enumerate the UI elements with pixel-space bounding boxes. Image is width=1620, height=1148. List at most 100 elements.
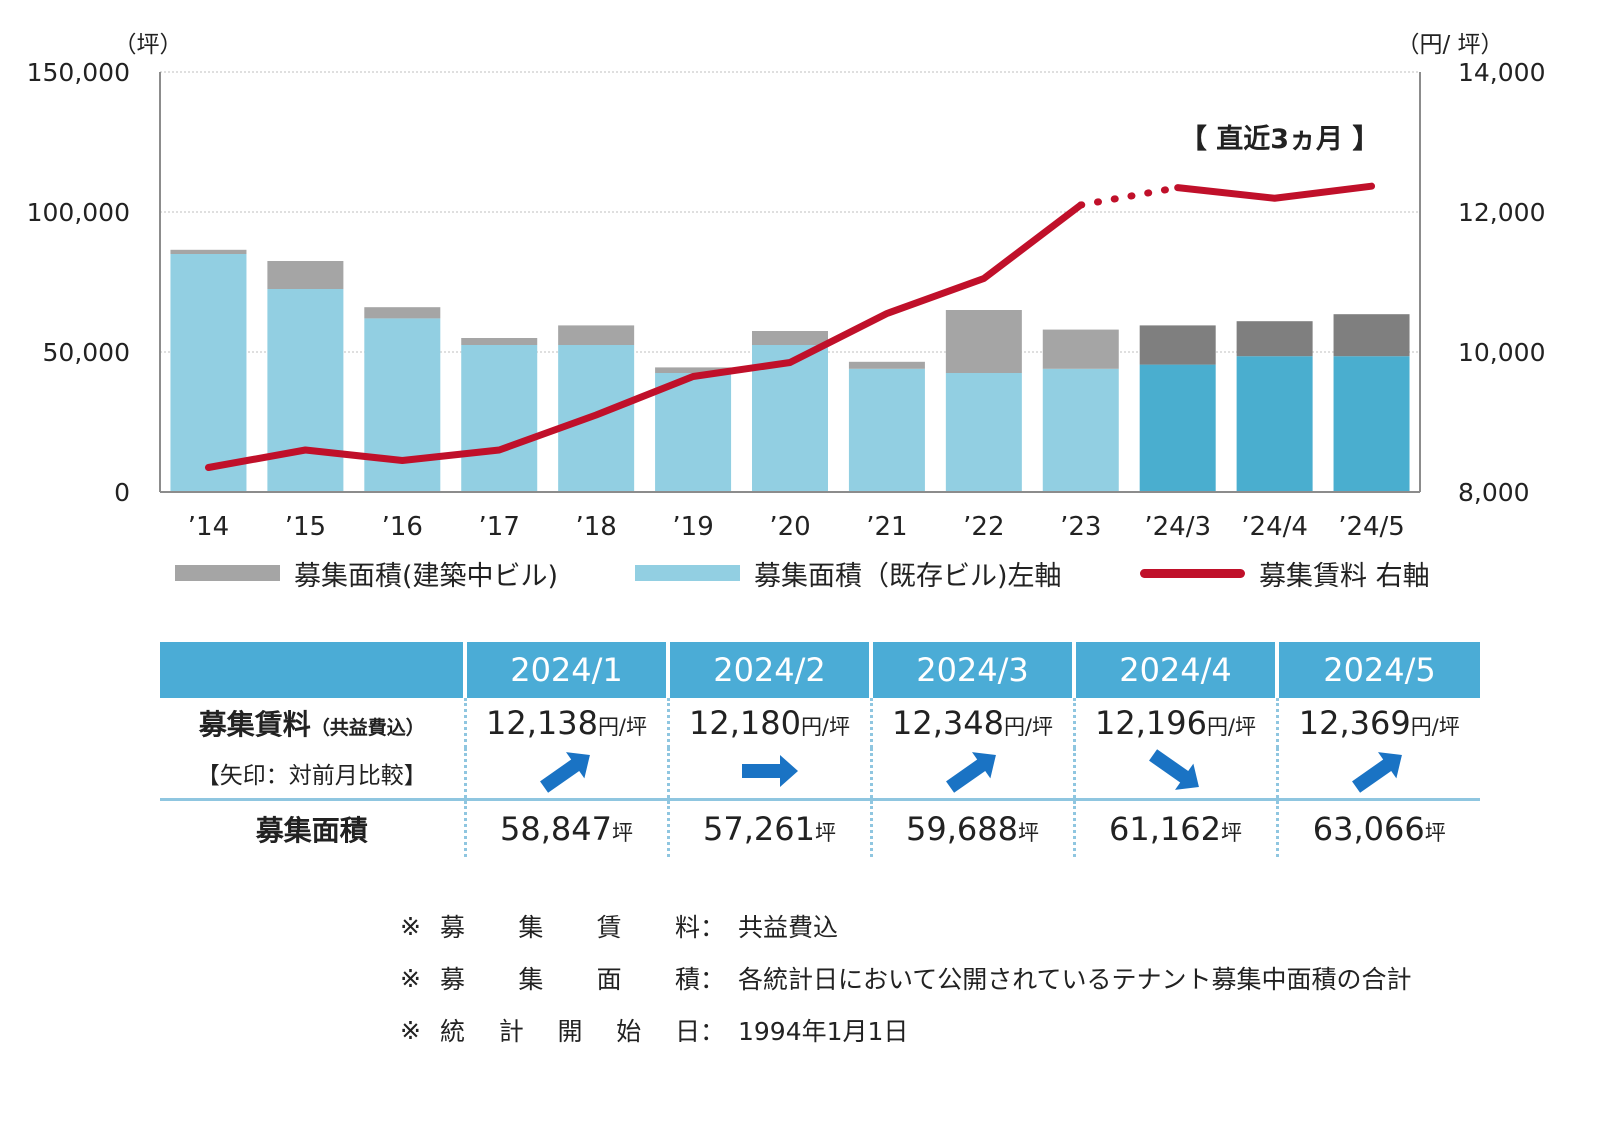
x-tick-label: ’18 (575, 512, 616, 542)
trend-arrow-icon (1352, 752, 1403, 793)
footnote: ※ 募集面積 ： 各統計日において公開されているテナント募集中面積の合計 (400, 952, 1412, 1004)
x-tick-label: ’24/3 (1144, 512, 1211, 542)
bar-existing (945, 373, 1022, 492)
bar-construction (752, 331, 828, 345)
arrow-shape (741, 755, 798, 787)
left-tick-label: 150,000 (27, 58, 130, 87)
bar-construction (655, 367, 732, 373)
left-axis-unit: （坪） (114, 32, 183, 58)
x-tick-label: ’19 (672, 512, 713, 542)
bar-existing (1333, 356, 1410, 492)
table-corner (160, 642, 465, 698)
rent-cell: 12,348円/坪 (869, 698, 1074, 748)
legend-item-existing: 募集面積（既存ビル)左軸 (635, 553, 1062, 593)
footnotes: ※ 募集賃料 ： 共益費込 ※ 募集面積 ： 各統計日において公開されているテナ… (400, 900, 1412, 1056)
arrow-head (1148, 749, 1199, 790)
month-header: 2024/5 (1275, 642, 1480, 698)
bar-existing (1139, 364, 1216, 492)
area-cell: 61,162坪 (1072, 799, 1277, 857)
summary-table: 2024/1 2024/2 2024/3 2024/4 2024/5 募集賃料（… (160, 642, 1480, 857)
legend-label-construction: 募集面積(建築中ビル) (294, 560, 559, 592)
note-mark: ※ (400, 1015, 421, 1045)
recent-annotation: 【 直近3ヵ月 】 (1180, 124, 1380, 155)
area-cell: 59,688坪 (869, 799, 1074, 857)
x-tick-label: ’16 (382, 512, 423, 542)
left-tick-label: 50,000 (43, 338, 130, 367)
legend-item-construction: 募集面積(建築中ビル) (175, 553, 558, 593)
trend-arrow-cell (666, 748, 871, 801)
trend-arrow-icon (945, 752, 996, 793)
legend-label-rent: 募集賃料 右軸 (1259, 560, 1430, 592)
right-tick-label: 12,000 (1458, 198, 1545, 227)
note-text: 共益費込 (738, 913, 839, 942)
arrow-head (741, 755, 798, 787)
right-tick-label: 10,000 (1458, 338, 1545, 367)
month-header: 2024/3 (869, 642, 1074, 698)
arrow-head (1352, 752, 1403, 793)
arrow-head (945, 752, 996, 793)
rent-line (204, 201, 1085, 471)
arrow-shape (539, 752, 590, 793)
x-tick-label: ’15 (285, 512, 326, 542)
bar-construction (1236, 321, 1313, 357)
bar-construction (170, 249, 247, 254)
bar-construction (267, 261, 344, 289)
footnote: ※ 募集賃料 ： 共益費込 (400, 900, 1412, 952)
rent-cell: 12,180円/坪 (666, 698, 871, 748)
x-tick-label: ’20 (769, 512, 810, 542)
combo-chart: 0 50,000 100,000 150,000（坪） 8,000 10,000 12,00… (27, 32, 1546, 542)
legend-swatch-construction (175, 565, 280, 581)
note-mark: ※ (400, 963, 421, 993)
right-tick-label: 14,000 (1458, 58, 1545, 87)
note-text: 各統計日において公開されているテナント募集中面積の合計 (738, 965, 1412, 994)
legend-swatch-existing (635, 565, 740, 581)
rent-row: 募集賃料（共益費込） 12,138円/坪 12,180円/坪 12,348円/坪… (160, 698, 1480, 748)
bar-construction (1333, 314, 1410, 357)
x-tick-label: ’17 (479, 512, 520, 542)
bar-existing (170, 254, 247, 492)
trend-arrow-cell (1072, 748, 1277, 801)
left-tick-label: 0 (114, 478, 130, 507)
area-cell: 58,847坪 (463, 799, 668, 857)
bar-existing (461, 345, 538, 492)
legend-swatch-rent (1140, 568, 1245, 578)
x-tick-label: ’14 (188, 512, 229, 542)
rent-row-label: 募集賃料（共益費込） (198, 708, 425, 741)
arrow-shape (945, 752, 996, 793)
trend-arrow-icon (539, 752, 590, 793)
area-row-label: 募集面積 (255, 814, 368, 847)
area-cell: 57,261坪 (666, 799, 871, 857)
legend: 募集面積(建築中ビル) 募集面積（既存ビル)左軸 募集賃料 右軸 (175, 553, 1495, 593)
rent-line-gap (1077, 184, 1182, 209)
month-header: 2024/1 (463, 642, 668, 698)
left-tick-label: 100,000 (27, 198, 130, 227)
bar-existing (848, 368, 925, 492)
x-tick-label: ’22 (963, 512, 1004, 542)
x-tick-label: ’24/4 (1241, 512, 1308, 542)
x-tick-label: ’21 (866, 512, 907, 542)
bar-construction (1042, 329, 1119, 369)
legend-item-rent: 募集賃料 右軸 (1140, 553, 1430, 593)
area-cell: 63,066坪 (1275, 799, 1480, 857)
arrow-row-label: 【矢印：対前月比較】 (160, 748, 465, 801)
month-header: 2024/4 (1072, 642, 1277, 698)
footnote: ※ 統計開始日 ： 1994年1月1日 (400, 1004, 1412, 1056)
note-colon: ： (700, 1017, 726, 1046)
bar-construction (945, 310, 1022, 373)
note-key: 募集賃料 (440, 913, 700, 942)
note-key: 募集面積 (440, 965, 700, 994)
arrow-head (539, 752, 590, 793)
note-text: 1994年1月1日 (738, 1017, 909, 1046)
bar-construction (364, 307, 441, 319)
note-colon: ： (700, 913, 726, 942)
bar-existing (655, 373, 732, 492)
x-tick-label: ’23 (1060, 512, 1101, 542)
trend-arrow-cell (463, 748, 668, 801)
right-axis-unit: （円/ 坪） (1396, 32, 1503, 58)
bar-construction (848, 361, 925, 369)
trend-arrow-cell (1275, 748, 1480, 801)
bar-construction (1139, 325, 1216, 365)
note-mark: ※ (400, 911, 421, 941)
trend-arrow-icon (741, 755, 798, 787)
rent-cell: 12,138円/坪 (463, 698, 668, 748)
